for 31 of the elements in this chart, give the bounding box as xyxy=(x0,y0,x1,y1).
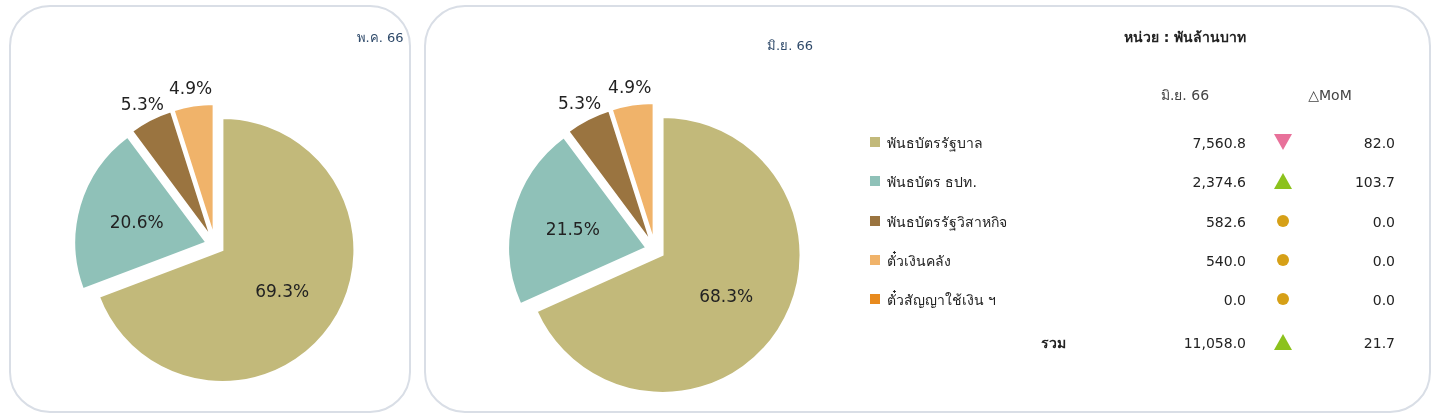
legend-label: พันธบัตร ธปท. xyxy=(887,174,977,190)
legend-label: พันธบัตรรัฐบาล xyxy=(887,135,983,152)
text: 82.0 xyxy=(1363,135,1395,151)
chart-title: มิ.ย. 66 xyxy=(767,38,813,53)
data-label: 4.9% xyxy=(608,76,652,97)
text: 0.0 xyxy=(1372,214,1395,230)
text: 7,560.8 xyxy=(1192,135,1246,151)
text: 0.0 xyxy=(1223,292,1246,308)
data-label: 20.6% xyxy=(109,212,164,233)
legend-label: ตั๋วเงินคลัง xyxy=(887,251,951,269)
data-label: 4.9% xyxy=(169,77,213,98)
text: 21.7 xyxy=(1363,335,1395,351)
data-label: 68.3% xyxy=(699,286,754,307)
legend-label: ตั๋วสัญญาใช้เงิน ฯ xyxy=(887,290,997,308)
data-label: 5.3% xyxy=(120,93,165,114)
text: พ.ค. 66 xyxy=(356,30,404,45)
data-label: 5.3% xyxy=(558,93,602,114)
text: 540.0 xyxy=(1205,253,1246,269)
text: 582.6 xyxy=(1205,214,1247,230)
text: หน่วย : พันล้านบาท xyxy=(1123,29,1247,45)
text: 0.0 xyxy=(1372,292,1395,308)
text: △MoM xyxy=(1308,87,1352,103)
text: มิ.ย. 66 xyxy=(1160,87,1210,103)
text: 103.7 xyxy=(1354,174,1395,190)
text: 2,374.6 xyxy=(1192,174,1247,190)
legend-label: พันธบัตรรัฐวิสาหกิจ xyxy=(887,214,1007,231)
text: 11,058.0 xyxy=(1183,335,1246,351)
text: 0.0 xyxy=(1372,253,1395,269)
data-label: 21.5% xyxy=(545,218,600,239)
text: รวม xyxy=(1041,335,1066,351)
data-label: 69.3% xyxy=(255,281,310,302)
